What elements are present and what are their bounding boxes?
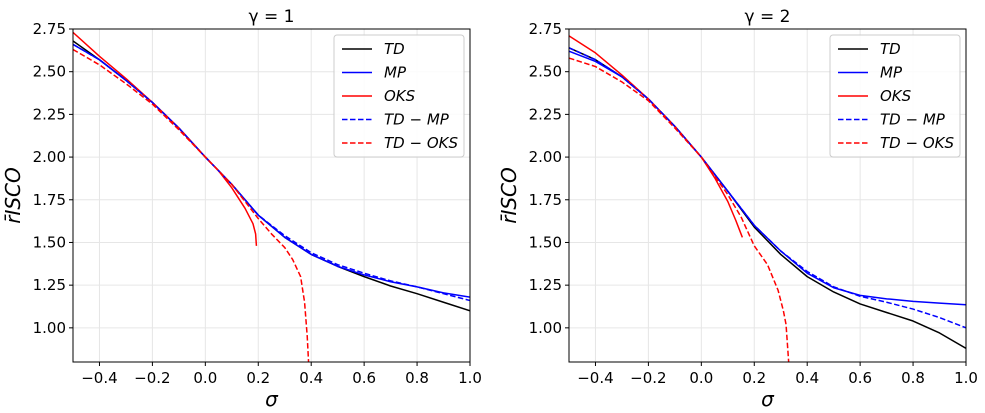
chart-title: γ = 1 bbox=[249, 7, 295, 27]
x-tick-label: 0.0 bbox=[689, 369, 713, 387]
x-tick-label: 0.4 bbox=[795, 369, 819, 387]
x-tick-label: 0.6 bbox=[848, 369, 872, 387]
y-tick-label: 1.50 bbox=[529, 233, 562, 251]
y-tick-label: 2.25 bbox=[33, 105, 66, 123]
series-group bbox=[569, 35, 966, 362]
legend: TD MP OKS TD − MP TD − OKS bbox=[829, 34, 961, 158]
plot-frame bbox=[72, 28, 471, 363]
legend-box bbox=[829, 34, 961, 158]
legend-entry: TD bbox=[880, 40, 901, 58]
y-tick-label: 1.00 bbox=[33, 319, 66, 337]
y-tick-label: 1.00 bbox=[529, 319, 562, 337]
x-tick-label: 0.8 bbox=[901, 369, 925, 387]
x-axis-label: σ bbox=[265, 387, 279, 411]
legend-box bbox=[333, 34, 465, 158]
chart-panel-2: −0.4 −0.2 0.0 0.2 0.4 0.6 0.8 1.0 1.00 1.25 1.50 1.… bbox=[497, 7, 978, 411]
x-tick-label: 0.2 bbox=[246, 369, 270, 387]
y-tick-label: 2.75 bbox=[529, 20, 562, 38]
series-line-5 bbox=[73, 48, 310, 362]
y-tick-label: 1.25 bbox=[33, 276, 66, 294]
series-line-4 bbox=[73, 43, 470, 302]
x-tick-label: 0.2 bbox=[742, 369, 766, 387]
x-tick-label: −0.4 bbox=[577, 369, 613, 387]
plot-frame bbox=[568, 28, 967, 363]
legend-entry: OKS bbox=[384, 87, 416, 105]
chart-title: γ = 2 bbox=[745, 7, 791, 27]
y-tick-label: 2.50 bbox=[33, 63, 66, 81]
legend-entry: MP bbox=[384, 64, 407, 82]
legend-entry: OKS bbox=[880, 87, 912, 105]
series-line-3 bbox=[73, 31, 258, 246]
y-tick-label: 2.00 bbox=[529, 148, 562, 166]
x-tick-label: −0.2 bbox=[134, 369, 170, 387]
series-group bbox=[73, 31, 470, 362]
legend-entry: TD − OKS bbox=[880, 134, 954, 152]
y-tick-label: 1.25 bbox=[529, 276, 562, 294]
y-tick-label: 1.75 bbox=[33, 191, 66, 209]
legend-entry: TD − MP bbox=[880, 111, 946, 129]
x-tick-label: 1.0 bbox=[954, 369, 978, 387]
x-tick-label: 0.0 bbox=[193, 369, 217, 387]
x-tick-label: 0.8 bbox=[405, 369, 429, 387]
legend-entry: TD bbox=[384, 40, 405, 58]
y-tick-label: 2.75 bbox=[33, 20, 66, 38]
y-tick-label: 1.75 bbox=[529, 191, 562, 209]
legend-entry: TD − OKS bbox=[384, 134, 458, 152]
y-tick-label: 1.50 bbox=[33, 233, 66, 251]
x-tick-label: 0.6 bbox=[352, 369, 376, 387]
y-axis-label: r̄ISCO bbox=[1, 167, 25, 224]
y-axis-label: r̄ISCO bbox=[497, 167, 521, 224]
y-tick-label: 2.25 bbox=[529, 105, 562, 123]
y-tick-label: 2.00 bbox=[33, 148, 66, 166]
x-tick-label: 0.4 bbox=[299, 369, 323, 387]
x-tick-label: 1.0 bbox=[458, 369, 482, 387]
y-tick-label: 2.50 bbox=[529, 63, 562, 81]
legend: TD MP OKS TD − MP TD − OKS bbox=[333, 34, 465, 158]
x-axis-label: σ bbox=[761, 387, 775, 411]
x-tick-label: −0.4 bbox=[81, 369, 117, 387]
chart-panel-1: −0.4 −0.2 0.0 0.2 0.4 0.6 0.8 1.0 1.00 1.25 1.50 1.… bbox=[1, 7, 482, 411]
legend-entry: MP bbox=[880, 64, 903, 82]
x-tick-label: −0.2 bbox=[630, 369, 666, 387]
series-line-5 bbox=[569, 57, 790, 362]
legend-entry: TD − MP bbox=[384, 111, 450, 129]
